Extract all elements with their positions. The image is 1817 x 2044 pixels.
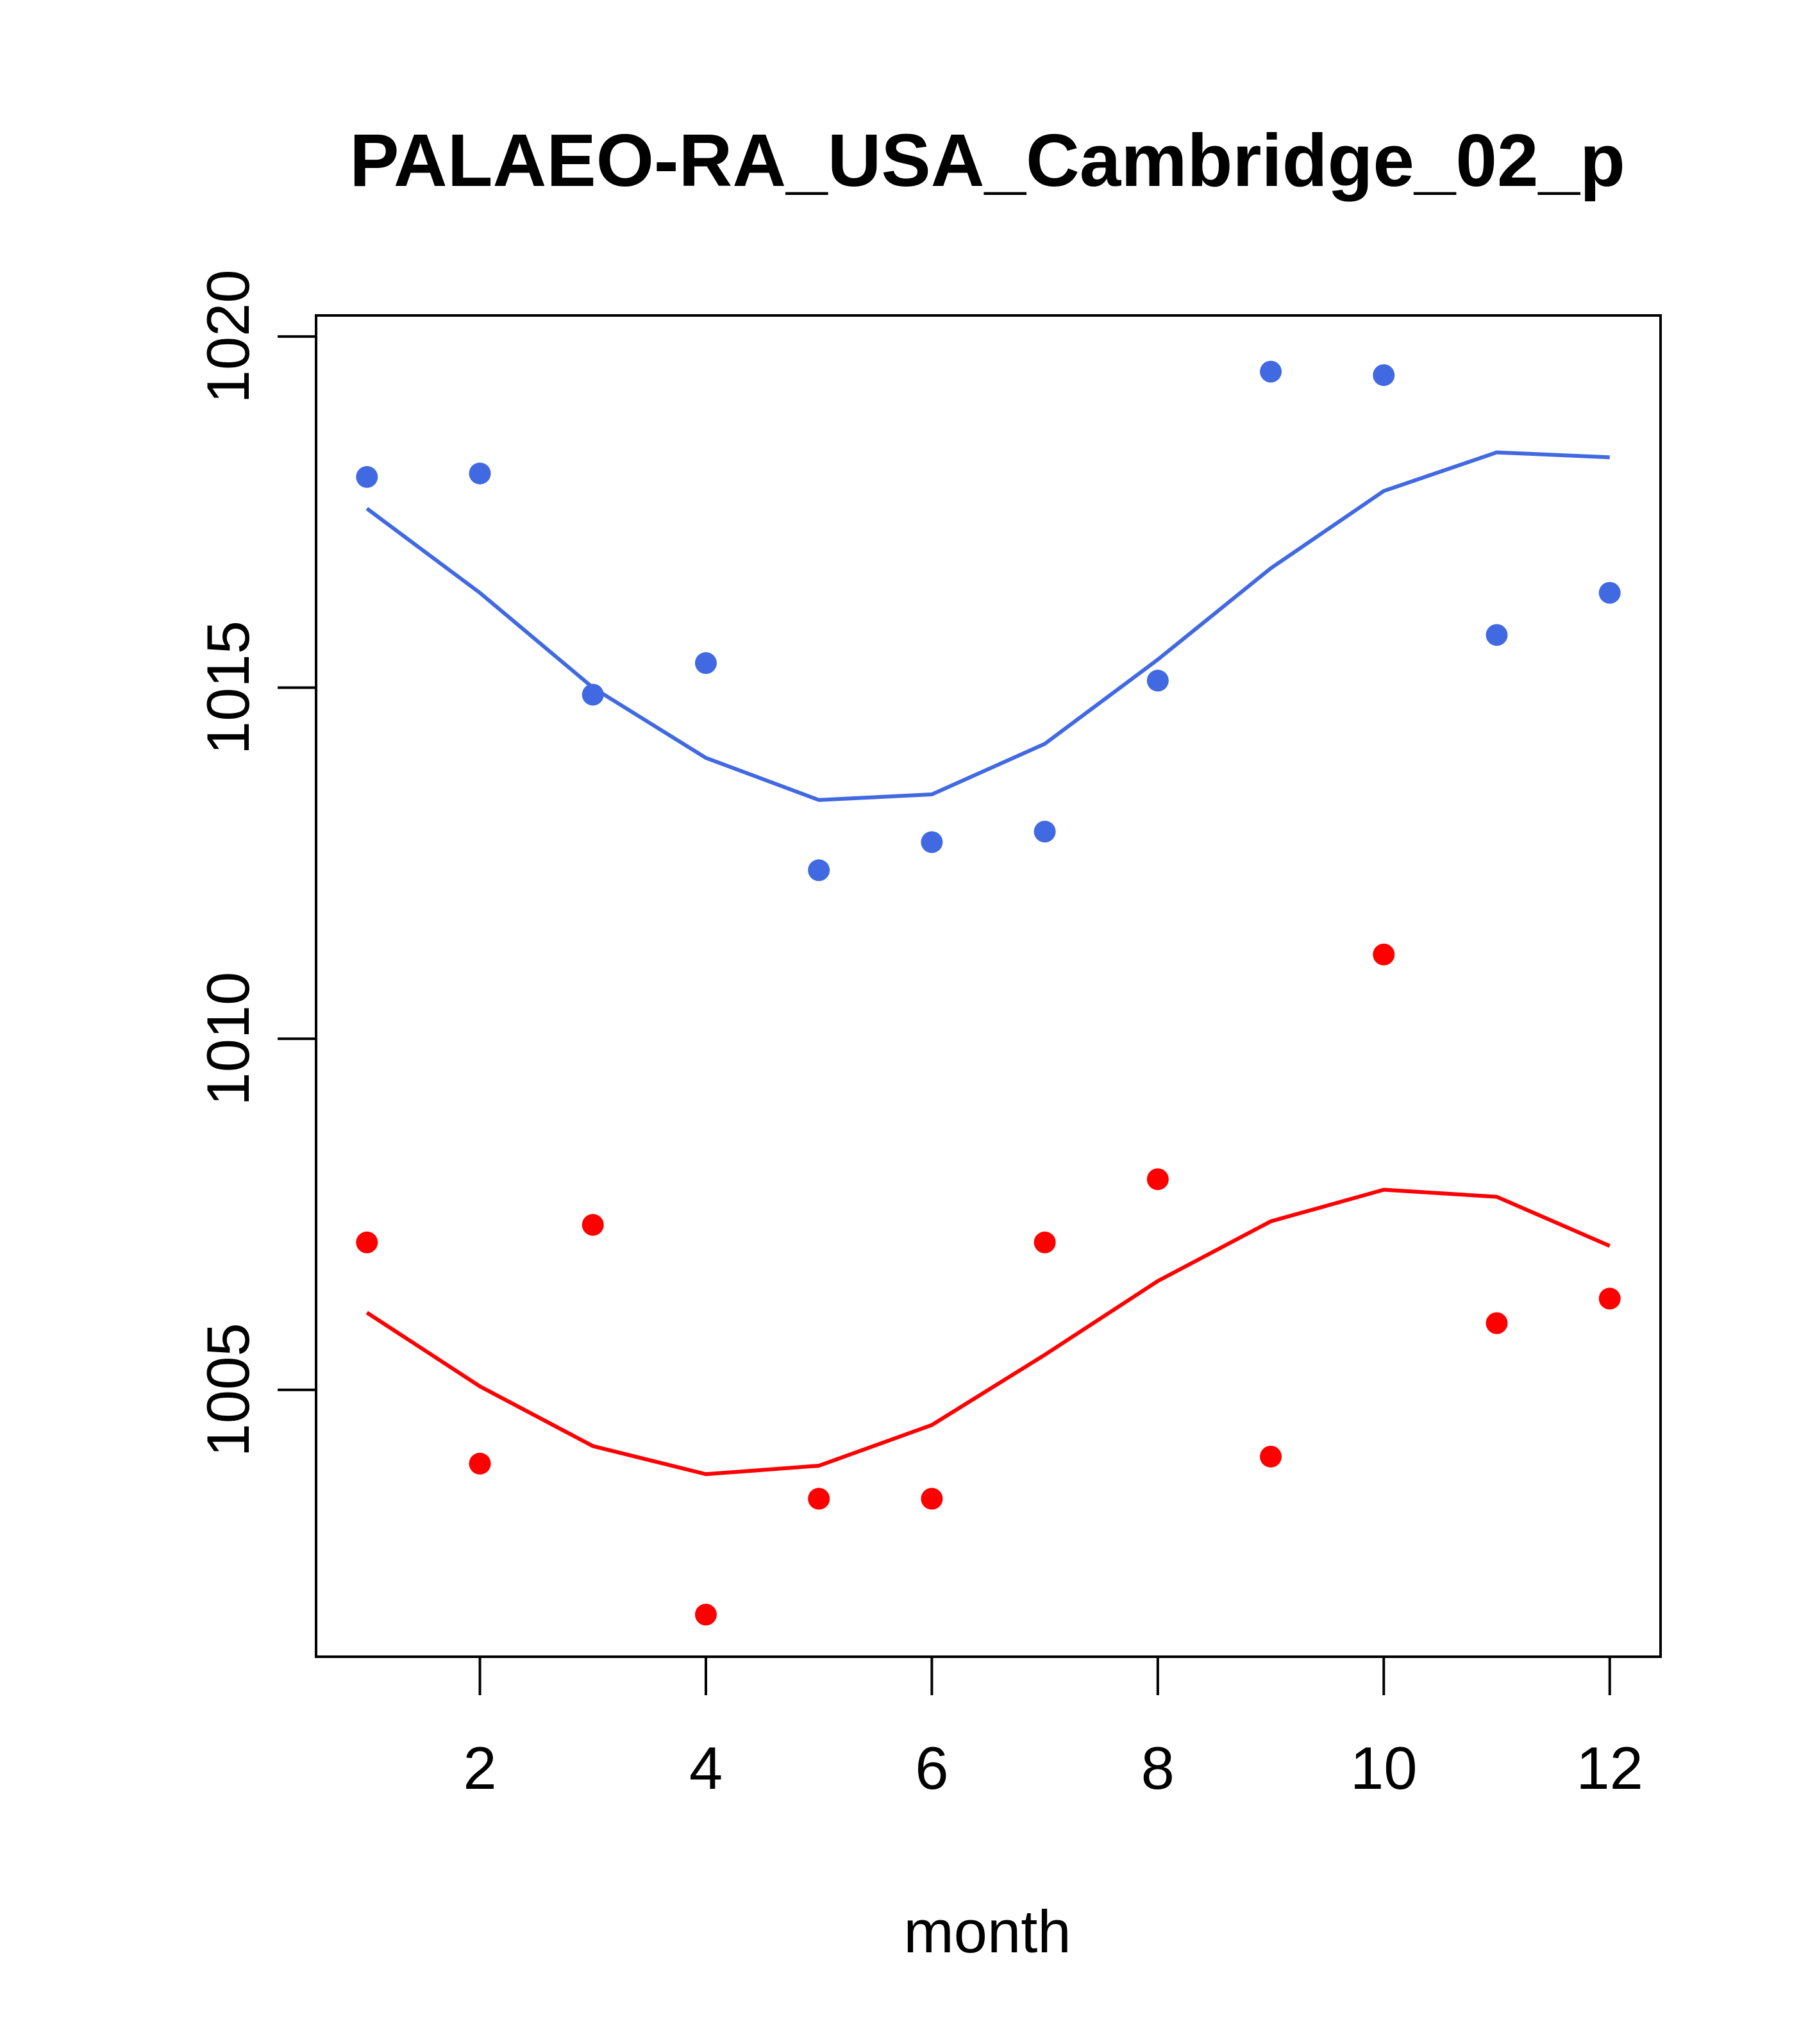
x-tick-label: 10 [1350,1734,1418,1802]
blue-points-point [1486,624,1508,646]
red-line [365,1187,1611,1477]
red-points-point [1486,1312,1508,1334]
x-tick-label: 4 [689,1734,723,1802]
x-axis-label: month [903,1898,1071,1965]
chart-title: PALAEO-RA_USA_Cambridge_02_p [349,119,1625,202]
red-points [356,943,1621,1626]
x-tick-label: 12 [1576,1734,1643,1802]
y-tick-label: 1020 [194,269,262,403]
red-points-point [694,1604,717,1626]
x-tick-label: 8 [1141,1734,1175,1802]
y-tick-label: 1010 [194,972,262,1106]
y-tick-label: 1005 [194,1323,262,1457]
blue-points-point [582,683,604,706]
blue-points-point [694,652,717,674]
series-layer [356,360,1621,1626]
red-points-point [469,1452,491,1475]
blue-points-point [1598,582,1621,604]
red-points-point [1146,1168,1169,1191]
blue-points-point [808,859,830,882]
red-points-point [921,1487,943,1510]
red-points-point [1598,1287,1621,1310]
blue-points-point [356,465,378,488]
x-tick-label: 6 [915,1734,948,1802]
red-points-point [1373,943,1395,966]
blue-points [356,360,1621,882]
y-tick-label: 1015 [194,621,262,755]
blue-points-point [1260,360,1282,383]
blue-line [365,450,1610,802]
blue-points-point [469,462,491,485]
red-points-point [582,1214,604,1236]
blue-points-point [1373,364,1395,387]
y-axis: 1005 1010 1015 1020 [194,269,317,1457]
x-tick-label: 2 [463,1734,496,1802]
blue-points-point [921,831,943,853]
red-points-point [1260,1445,1282,1468]
red-points-point [808,1487,830,1510]
red-points-point [1034,1231,1056,1253]
red-points-point [356,1231,378,1253]
x-axis: 2 4 6 8 10 12 [463,1655,1643,1802]
blue-points-point [1146,669,1169,692]
blue-points-point [1034,821,1056,843]
